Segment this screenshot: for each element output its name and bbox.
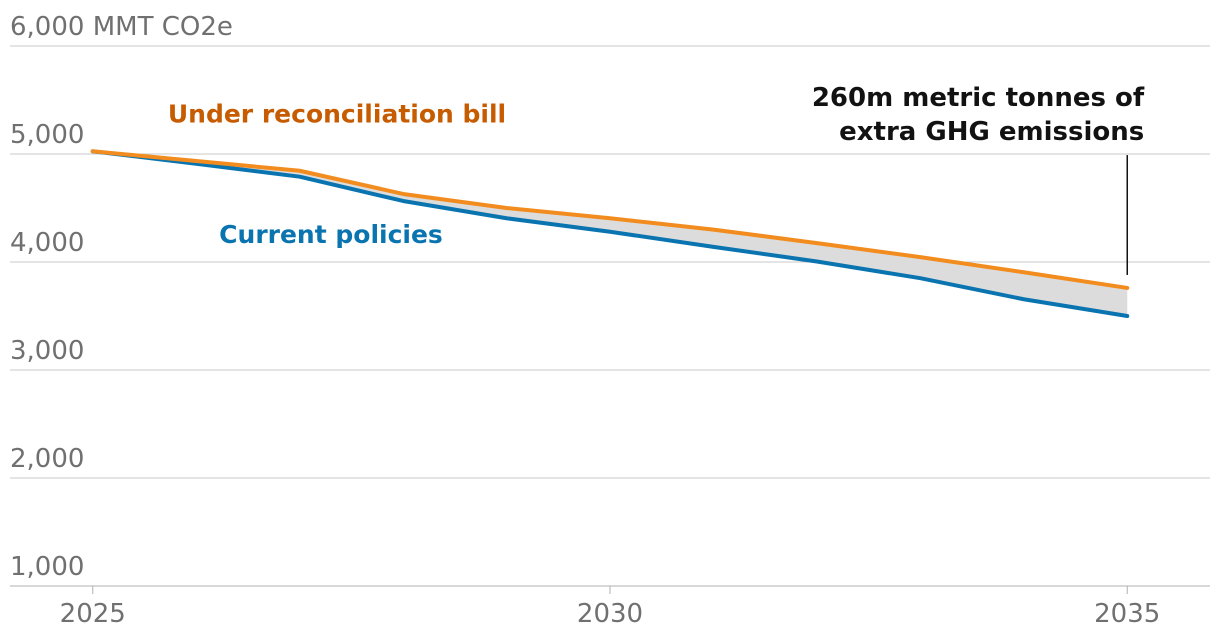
series-label-current-policies: Current policies [219,220,443,249]
annotation-text: 260m metric tonnes of extra GHG emissions [812,83,1145,147]
labels: 6,000 MMT CO2e 5,000 4,000 3,000 2,000 1,000 2… [10,12,1160,629]
x-tick-label: 2025 [60,599,126,629]
series-label-reconciliation: Under reconciliation bill [168,100,506,129]
series-lines [90,149,1130,318]
y-tick-label: 3,000 [10,336,84,366]
y-tick-label: 2,000 [10,444,84,474]
annotation-line: extra GHG emissions [839,117,1144,147]
y-tick-label: 1,000 [10,552,84,582]
gridlines [10,45,1210,594]
x-tick-label: 2035 [1094,599,1160,629]
y-tick-label: 4,000 [10,228,84,258]
annotation-line: 260m metric tonnes of [812,83,1145,113]
y-tick-label: 6,000 MMT CO2e [10,12,233,42]
series-line-under-reconciliation-bill [90,149,1130,290]
y-axis-unit-label: MMT CO2e [84,12,232,42]
x-tick-label: 2030 [577,599,643,629]
series-line-current-policies [90,149,1130,318]
y-tick-label: 5,000 [10,120,84,150]
